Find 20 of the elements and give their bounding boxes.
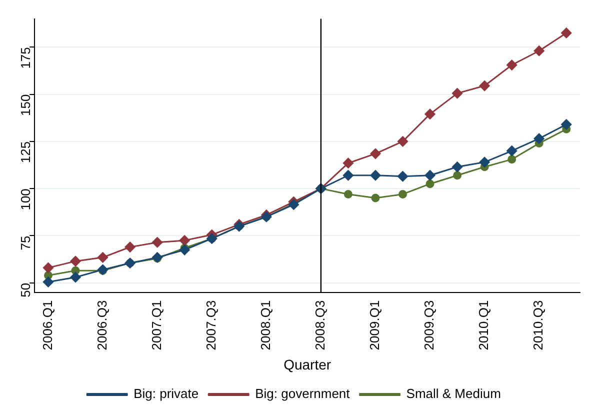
x-tick-label: 2010.Q3 — [530, 300, 546, 350]
x-tick-label: 2008.Q3 — [312, 300, 328, 350]
x-axis-title: Quarter — [284, 356, 332, 372]
y-tick-label: 75 — [18, 236, 34, 250]
legend-label: Big: private — [134, 386, 199, 402]
legend-label: Big: government — [255, 386, 350, 402]
x-tick-label: 2010.Q1 — [476, 300, 492, 350]
y-tick-label: 50 — [18, 282, 34, 298]
x-tick-label: 2006.Q1 — [40, 300, 55, 350]
y-tick-label: 100 — [18, 188, 34, 210]
y-tick-label: 125 — [18, 141, 34, 164]
legend-label: Small & Medium — [406, 386, 501, 402]
x-tick-label: 2007.Q1 — [148, 300, 164, 350]
y-tick-label: 150 — [18, 94, 34, 116]
y-tick-label: 175 — [18, 47, 34, 69]
x-tick-label: 2008.Q1 — [258, 300, 273, 350]
x-tick-label: 2006.Q3 — [94, 300, 110, 350]
x-tick-label: 2009.Q1 — [367, 300, 382, 350]
x-tick-label: 2007.Q3 — [203, 300, 218, 350]
x-tick-label: 2009.Q3 — [422, 300, 437, 350]
